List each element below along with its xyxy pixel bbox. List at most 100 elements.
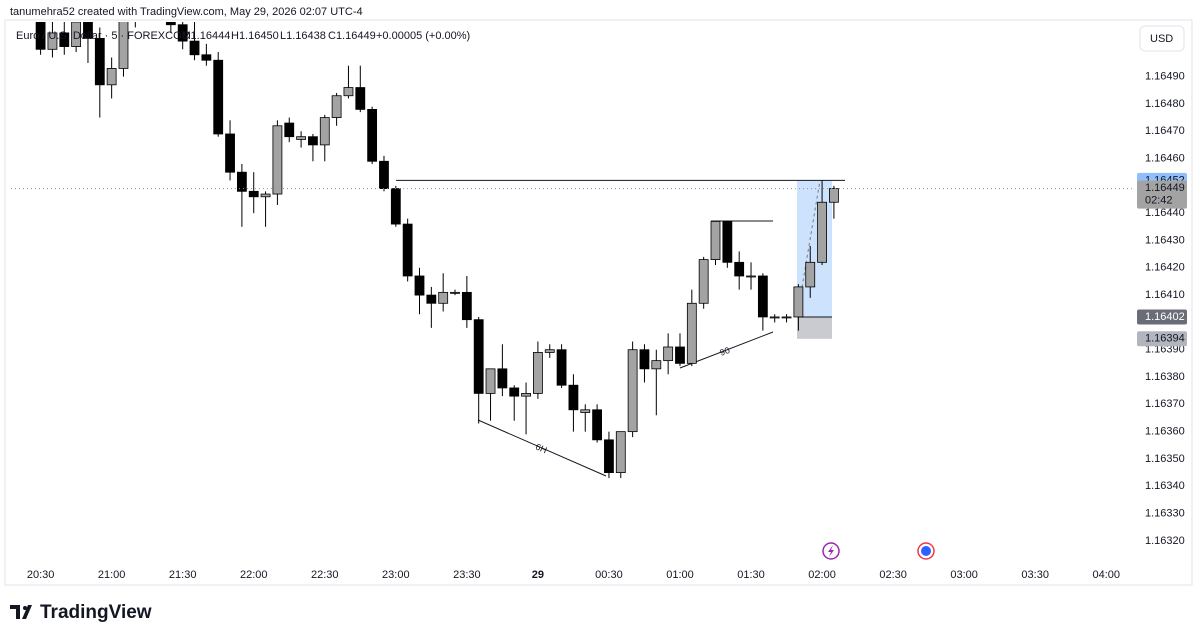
candle-body xyxy=(390,188,401,225)
candle-body xyxy=(639,349,650,370)
candle-body xyxy=(615,431,626,474)
candle-body xyxy=(343,87,354,97)
candle-body xyxy=(296,136,306,140)
plot-area xyxy=(35,22,845,479)
brand: TradingView xyxy=(40,602,152,623)
y-tick-label: 1.16430 xyxy=(1145,234,1185,246)
candle-body xyxy=(118,22,129,69)
candle-body xyxy=(485,368,496,394)
candle-body xyxy=(793,286,804,318)
candle-body xyxy=(225,133,235,173)
price-label-box xyxy=(1137,180,1187,209)
candle-body xyxy=(236,171,247,192)
candle-body xyxy=(272,125,283,195)
legend-symbol: Euro / U.S. Dollar · 5 · FOREXCOM xyxy=(16,30,191,42)
candle-body xyxy=(426,294,437,304)
x-tick-label: 04:00 xyxy=(1092,569,1120,581)
annotation: 6H xyxy=(534,442,549,456)
x-tick-label: 01:00 xyxy=(666,569,694,581)
candle-body xyxy=(284,122,295,138)
legend-open: O1.16444 xyxy=(182,30,230,42)
candle-body xyxy=(568,384,579,411)
candle-body xyxy=(829,188,839,203)
x-tick-label: 00:30 xyxy=(595,569,623,581)
candle-body xyxy=(746,275,756,278)
currency[interactable]: USD xyxy=(1150,33,1173,45)
candle-body xyxy=(604,439,614,474)
candle-body xyxy=(497,368,508,389)
candle-body xyxy=(769,316,780,319)
price-label: 1.16449 xyxy=(1145,182,1185,194)
price-label: 1.16402 xyxy=(1145,311,1185,323)
candle-body xyxy=(71,22,82,47)
x-tick-label: 02:30 xyxy=(879,569,907,581)
candle-body xyxy=(450,291,460,294)
legend: Euro / U.S. Dollar · 5 · FOREXCOM O1.164… xyxy=(16,30,470,42)
candle-body xyxy=(592,409,603,441)
candle-body xyxy=(734,261,745,277)
y-tick-label: 1.16470 xyxy=(1145,125,1185,137)
credit: tanumehra52 created with TradingView.com… xyxy=(10,6,363,18)
candle-body xyxy=(319,117,330,146)
candle-body xyxy=(260,193,271,198)
candle-body xyxy=(556,349,567,386)
candle-body xyxy=(781,316,792,319)
x-tick-label: 21:30 xyxy=(169,569,197,581)
y-tick-label: 1.16360 xyxy=(1145,426,1185,438)
y-tick-label: 1.16320 xyxy=(1145,535,1185,547)
candle-body xyxy=(675,346,685,364)
y-tick-label: 1.16440 xyxy=(1145,207,1185,219)
logo: TradingView xyxy=(10,602,152,623)
legend-low: L1.16438 xyxy=(280,30,326,42)
frame xyxy=(4,19,1193,586)
candle-body xyxy=(544,349,555,353)
candle-body xyxy=(438,291,449,304)
x-tick-label: 23:30 xyxy=(453,569,481,581)
y-tick-label: 1.16420 xyxy=(1145,262,1185,274)
candle-body xyxy=(817,201,827,263)
candle-body xyxy=(805,261,816,288)
y-tick-label: 1.16490 xyxy=(1145,71,1185,83)
event-icon-glyph xyxy=(921,546,931,556)
y-tick-label: 1.16460 xyxy=(1145,152,1185,164)
y-tick-label: 1.16390 xyxy=(1145,344,1185,356)
price-label-box xyxy=(1137,309,1187,325)
candle-body xyxy=(651,360,662,370)
candle-body xyxy=(189,40,200,56)
candle-body xyxy=(580,409,591,413)
price-label-box xyxy=(1137,331,1187,347)
candle-body xyxy=(686,302,697,364)
candle-body xyxy=(35,22,46,50)
x-tick-label: 29 xyxy=(532,569,544,581)
y-tick-label: 1.16330 xyxy=(1145,507,1185,519)
candle-body xyxy=(94,37,105,86)
x-tick-label: 20:30 xyxy=(27,569,55,581)
y-tick-label: 1.16480 xyxy=(1145,98,1185,110)
x-tick-label: 02:00 xyxy=(808,569,836,581)
y-tick-label: 1.16410 xyxy=(1145,289,1185,301)
x-tick-label: 03:00 xyxy=(950,569,978,581)
candle-body xyxy=(379,160,389,189)
y-tick-label: 1.16350 xyxy=(1145,453,1185,465)
candle-body xyxy=(722,220,733,263)
x-tick-label: 22:00 xyxy=(240,569,268,581)
x-tick-label: 03:30 xyxy=(1021,569,1049,581)
candle-body xyxy=(367,108,378,162)
x-tick-label: 21:00 xyxy=(98,569,126,581)
price-label: 1.16394 xyxy=(1145,333,1185,345)
candle-body xyxy=(47,32,58,50)
currency-button[interactable] xyxy=(1139,25,1185,52)
candle-body xyxy=(710,220,721,260)
candle-body xyxy=(106,68,117,86)
x-tick-label: 23:00 xyxy=(382,569,410,581)
event-icon-glyph xyxy=(828,545,834,557)
candle-body xyxy=(355,87,366,110)
countdown: 02:42 xyxy=(1145,194,1173,206)
y-tick-label: 1.16380 xyxy=(1145,371,1185,383)
annotation: 90 xyxy=(718,345,731,358)
candle-body xyxy=(331,95,342,118)
legend-change: +0.00005 (+0.00%) xyxy=(376,30,470,42)
position-path xyxy=(796,180,821,318)
